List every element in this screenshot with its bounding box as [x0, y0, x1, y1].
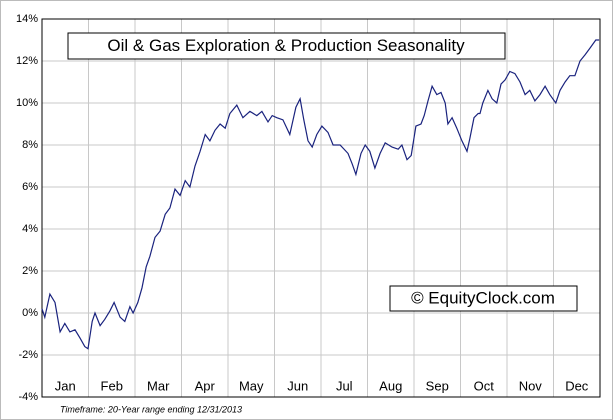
y-tick-label: 12% — [16, 55, 38, 67]
y-tick-label: 0% — [22, 307, 38, 319]
y-tick-label: -2% — [18, 349, 38, 361]
x-tick-label: Nov — [519, 378, 543, 393]
x-tick-label: Jun — [287, 378, 308, 393]
x-tick-label: Oct — [474, 378, 495, 393]
watermark-box — [389, 285, 578, 312]
x-tick-label: Jan — [55, 378, 76, 393]
watermark: © EquityClock.com — [411, 288, 555, 307]
x-tick-label: May — [239, 378, 264, 393]
x-tick-label: Feb — [101, 378, 123, 393]
x-tick-label: Sep — [426, 378, 449, 393]
y-tick-label: 10% — [16, 97, 38, 109]
y-tick-label: -4% — [18, 391, 38, 403]
y-tick-label: 6% — [22, 181, 38, 193]
x-tick-label: Mar — [147, 378, 170, 393]
y-tick-label: 14% — [16, 13, 38, 25]
x-tick-label: Apr — [195, 378, 216, 393]
chart-title: Oil & Gas Exploration & Production Seaso… — [107, 36, 465, 55]
plot-border — [41, 18, 601, 398]
x-tick-label: Dec — [565, 378, 589, 393]
x-tick-label: Aug — [379, 378, 402, 393]
x-tick-label: Jul — [336, 378, 353, 393]
footnote: Timeframe: 20-Year range ending 12/31/20… — [60, 404, 242, 414]
series-line — [41, 39, 600, 350]
y-tick-label: 2% — [22, 265, 38, 277]
grid — [42, 18, 600, 398]
y-tick-label: 4% — [22, 223, 38, 235]
title-box — [67, 32, 506, 60]
marks — [41, 39, 600, 350]
y-tick-label: 8% — [22, 139, 38, 151]
